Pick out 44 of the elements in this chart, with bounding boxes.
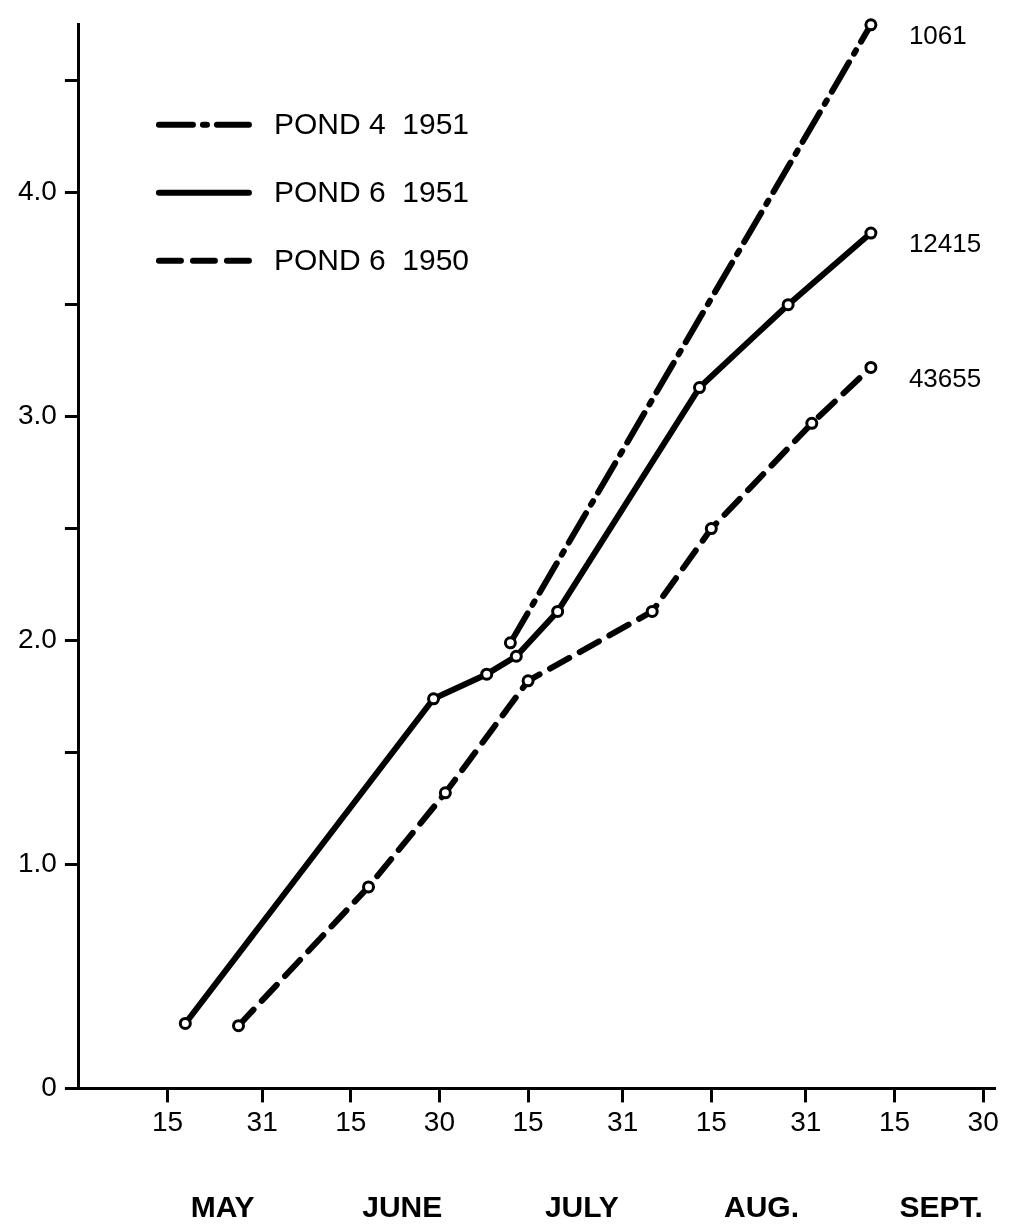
point: [521, 674, 535, 688]
text: AUG.: [723, 1189, 799, 1223]
x-tick-label: 15: [152, 1105, 184, 1137]
point: [805, 416, 819, 430]
x-tick-label: 31: [790, 1105, 822, 1137]
legend-label: POND 6 1950: [273, 243, 470, 277]
point: [480, 667, 494, 681]
point: [781, 298, 795, 312]
text: JUNE: [362, 1189, 443, 1223]
point: [438, 786, 452, 800]
x-tick-label: 31: [246, 1105, 278, 1137]
point: [864, 226, 878, 240]
x-tick-label: 30: [967, 1105, 999, 1137]
x-tick-label: 15: [878, 1105, 911, 1137]
annotation: 12415: [908, 228, 982, 259]
point: [509, 649, 523, 663]
y-tick-label: 2.0: [17, 623, 57, 655]
y-tick-label: 3.0: [17, 399, 57, 431]
point: [503, 636, 517, 650]
annotation: 1061: [908, 19, 967, 50]
point: [864, 360, 878, 374]
legend-label: POND 4 1951: [273, 107, 470, 141]
point: [692, 381, 706, 395]
x-tick-label: 15: [695, 1105, 727, 1137]
point: [362, 880, 376, 894]
point: [704, 522, 718, 536]
point: [551, 604, 565, 618]
text: MAY: [190, 1189, 255, 1223]
y-tick-label: 1.0: [17, 847, 57, 879]
text: JULY: [544, 1189, 619, 1223]
point: [178, 1016, 192, 1030]
point: [427, 692, 441, 706]
y-tick-label: 4.0: [17, 175, 57, 207]
point: [232, 1019, 245, 1033]
y-tick-label: 0: [41, 1071, 57, 1103]
x-tick-label: 31: [607, 1105, 639, 1137]
x-tick-label: 30: [423, 1105, 456, 1137]
x-tick-label: 15: [335, 1105, 367, 1137]
point: [864, 18, 878, 32]
point: [645, 604, 659, 618]
annotation: 43655: [908, 362, 982, 393]
legend-label: POND 6 1951: [273, 175, 470, 209]
text: SEPT.: [899, 1189, 983, 1223]
x-tick-label: 15: [512, 1105, 544, 1137]
